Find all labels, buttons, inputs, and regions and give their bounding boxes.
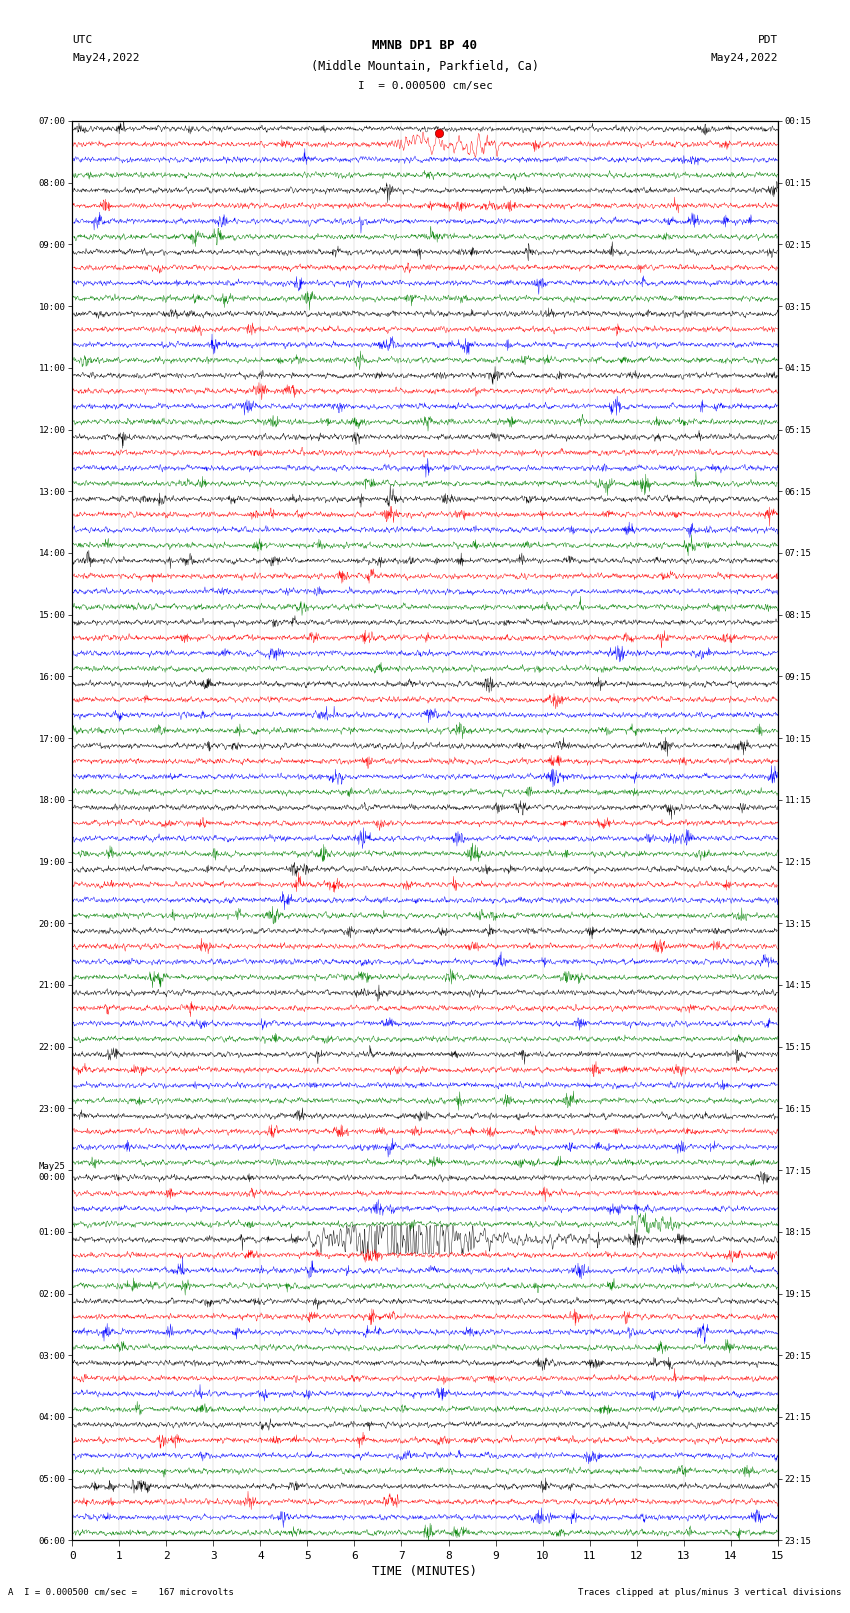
Text: (Middle Mountain, Parkfield, Ca): (Middle Mountain, Parkfield, Ca): [311, 60, 539, 73]
Text: May24,2022: May24,2022: [711, 53, 778, 63]
Text: PDT: PDT: [757, 35, 778, 45]
Text: Traces clipped at plus/minus 3 vertical divisions: Traces clipped at plus/minus 3 vertical …: [578, 1587, 842, 1597]
X-axis label: TIME (MINUTES): TIME (MINUTES): [372, 1565, 478, 1578]
Text: I  = 0.000500 cm/sec: I = 0.000500 cm/sec: [358, 81, 492, 90]
Text: A  I = 0.000500 cm/sec =    167 microvolts: A I = 0.000500 cm/sec = 167 microvolts: [8, 1587, 235, 1597]
Text: May24,2022: May24,2022: [72, 53, 139, 63]
Text: UTC: UTC: [72, 35, 93, 45]
Text: MMNB DP1 BP 40: MMNB DP1 BP 40: [372, 39, 478, 52]
